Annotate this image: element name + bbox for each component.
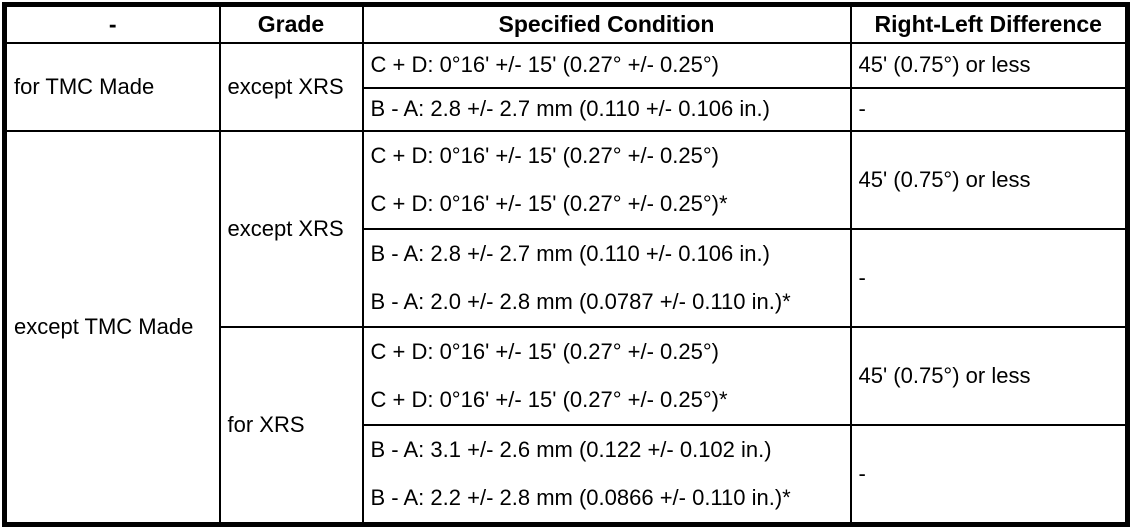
table-row: B - A: 3.1 +/- 2.6 mm (0.122 +/- 0.102 i…: [5, 423, 1129, 525]
table-row: except TMC Made except XRS C + D: 0°16' …: [3, 129, 1129, 525]
table-row: for TMC Made except XRS C + D: 0°16' +/-…: [3, 41, 1129, 132]
table-row: B - A: 2.8 +/- 2.7 mm (0.110 +/- 0.106 i…: [5, 86, 1129, 132]
condition-cell: C + D: 0°16' +/- 15' (0.27° +/- 0.25°) C…: [361, 129, 852, 230]
made-cell-except-tmc: except TMC Made: [3, 129, 221, 525]
header-cell-grade: Grade: [218, 3, 364, 44]
header-cell-dash: -: [3, 3, 221, 44]
difference-cell: 45' (0.75°) or less: [849, 41, 1129, 89]
condition-cell: B - A: 3.1 +/- 2.6 mm (0.122 +/- 0.102 i…: [361, 423, 852, 525]
condition-line: C + D: 0°16' +/- 15' (0.27° +/- 0.25°)*: [370, 190, 728, 216]
condition-line: C + D: 0°16' +/- 15' (0.27° +/- 0.25°): [370, 338, 719, 364]
condition-line: B - A: 3.1 +/- 2.6 mm (0.122 +/- 0.102 i…: [370, 436, 772, 462]
condition-line: C + D: 0°16' +/- 15' (0.27° +/- 0.25°)*: [370, 386, 728, 412]
header-row: - Grade Specified Condition Right-Left D…: [3, 3, 1129, 44]
difference-cell: -: [849, 86, 1129, 132]
grade-cell-except-xrs: except XRS: [218, 41, 364, 132]
difference-cell: -: [849, 227, 1129, 328]
header-cell-specified-condition: Specified Condition: [361, 3, 852, 44]
header-cell-right-left-difference: Right-Left Difference: [849, 3, 1129, 44]
difference-cell: 45' (0.75°) or less: [849, 325, 1129, 426]
condition-cell: B - A: 2.8 +/- 2.7 mm (0.110 +/- 0.106 i…: [361, 227, 852, 328]
condition-line: B - A: 2.8 +/- 2.7 mm (0.110 +/- 0.106 i…: [370, 240, 770, 266]
table-row: for XRS C + D: 0°16' +/- 15' (0.27° +/- …: [5, 325, 1129, 525]
made-cell-for-tmc: for TMC Made: [3, 41, 221, 132]
grade-cell-for-xrs: for XRS: [218, 325, 364, 525]
condition-line: C + D: 0°16' +/- 15' (0.27° +/- 0.25°): [370, 142, 719, 168]
condition-cell: B - A: 2.8 +/- 2.7 mm (0.110 +/- 0.106 i…: [361, 86, 852, 132]
table-row: B - A: 2.8 +/- 2.7 mm (0.110 +/- 0.106 i…: [5, 227, 1129, 328]
grade-cell-except-xrs: except XRS: [218, 129, 364, 328]
difference-cell: -: [849, 423, 1129, 525]
condition-cell: C + D: 0°16' +/- 15' (0.27° +/- 0.25°) C…: [361, 325, 852, 426]
condition-line: B - A: 2.2 +/- 2.8 mm (0.0866 +/- 0.110 …: [370, 484, 791, 510]
difference-cell: 45' (0.75°) or less: [849, 129, 1129, 230]
condition-line: B - A: 2.0 +/- 2.8 mm (0.0787 +/- 0.110 …: [370, 288, 791, 314]
condition-cell: C + D: 0°16' +/- 15' (0.27° +/- 0.25°): [361, 41, 852, 89]
